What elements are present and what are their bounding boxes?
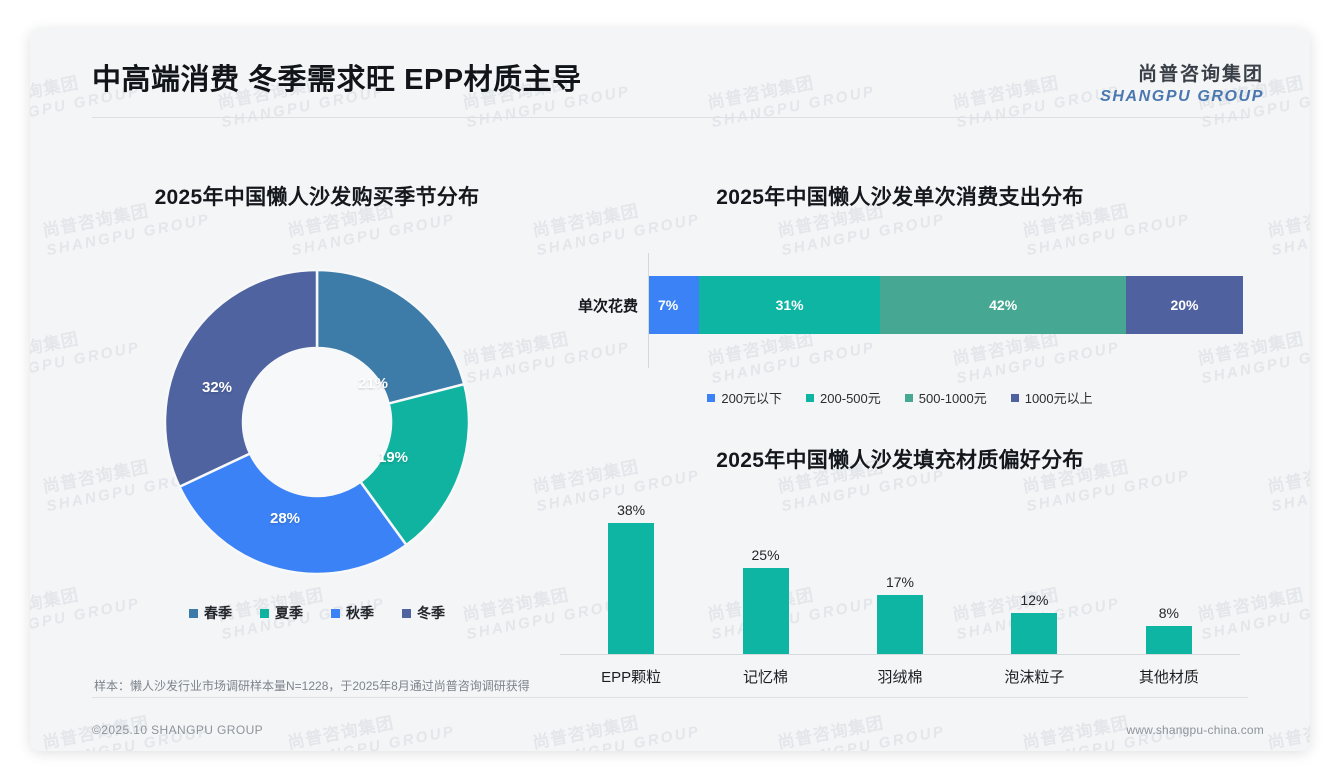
bar-rect-memory-foam bbox=[742, 568, 789, 654]
logo-english-text: SHANGPU GROUP bbox=[1100, 88, 1264, 105]
donut-svg bbox=[163, 268, 471, 576]
bar-category-epp: EPP颗粒 bbox=[601, 669, 662, 686]
donut-slice-spring[interactable] bbox=[315, 268, 466, 406]
donut-label-summer: 19% bbox=[378, 449, 409, 466]
bar-value-other: 8% bbox=[1158, 605, 1179, 621]
legend-swatch-spring bbox=[189, 608, 198, 618]
legend-label-winter: 冬季 bbox=[417, 605, 445, 621]
bar-value-down-cotton: 17% bbox=[885, 574, 914, 590]
legend-label-200-500: 200-500元 bbox=[820, 391, 881, 406]
legend-swatch-winter bbox=[402, 608, 411, 618]
season-chart-title: 2025年中国懒人沙发购买季节分布 bbox=[154, 186, 480, 209]
material-category-labels: EPP颗粒 记忆棉 羽绒棉 泡沫粒子 其他材质 bbox=[550, 666, 1250, 687]
bar-col-epp[interactable]: 38% bbox=[568, 500, 694, 654]
legend-item-autumn[interactable]: 秋季 bbox=[331, 603, 374, 623]
legend-label-500-1000: 500-1000元 bbox=[918, 391, 987, 406]
slide-canvas: 尚普咨询集团 SHANGPU GROUP 尚普咨询集团 SHANGPU GROUP 尚普… bbox=[30, 29, 1310, 751]
bar-col-down-cotton[interactable]: 17% bbox=[837, 500, 963, 654]
season-chart-legend: 春季 夏季 秋季 冬季 bbox=[92, 603, 542, 623]
legend-label-under200: 200元以下 bbox=[721, 391, 783, 406]
material-baseline-axis bbox=[560, 654, 1240, 655]
legend-item-winter[interactable]: 冬季 bbox=[402, 603, 445, 623]
legend-label-summer: 夏季 bbox=[275, 605, 303, 621]
season-distribution-chart: 2025年中国懒人沙发购买季节分布 21% 19% 28% 32% 春季 夏季 … bbox=[92, 181, 542, 681]
bar-col-memory-foam[interactable]: 25% bbox=[702, 500, 828, 654]
bar-value-foam-particles: 12% bbox=[1020, 592, 1049, 608]
stacked-bar: 7% 31% 42% 20% bbox=[649, 276, 1243, 334]
stack-segment-over1000[interactable]: 20% bbox=[1126, 276, 1243, 334]
legend-item-500-1000[interactable]: 500-1000元 bbox=[904, 388, 987, 407]
stack-segment-value-3: 42% bbox=[989, 297, 1018, 313]
stack-segment-under200[interactable]: 7% bbox=[649, 276, 699, 334]
legend-item-under200[interactable]: 200元以下 bbox=[707, 388, 782, 407]
bar-category-other: 其他材质 bbox=[1138, 669, 1199, 686]
donut-chart: 21% 19% 28% 32% bbox=[162, 267, 472, 577]
bar-rect-down-cotton bbox=[876, 595, 923, 654]
legend-label-over1000: 1000元以上 bbox=[1024, 391, 1093, 406]
bar-col-foam-particles[interactable]: 12% bbox=[971, 500, 1097, 654]
footnote-divider bbox=[92, 697, 1248, 698]
legend-swatch-200-500 bbox=[806, 393, 815, 402]
material-chart-title: 2025年中国懒人沙发填充材质偏好分布 bbox=[716, 449, 1084, 472]
header-divider bbox=[92, 117, 1248, 118]
legend-swatch-500-1000 bbox=[904, 393, 913, 402]
slide-header: 中高端消费 冬季需求旺 EPP材质主导 尚普咨询集团 SHANGPU GROUP bbox=[30, 29, 1310, 124]
stacked-category-label: 单次花费 bbox=[577, 298, 638, 315]
donut-label-spring: 21% bbox=[358, 375, 389, 392]
sample-footnote: 样本：懒人沙发行业市场调研样本量N=1228，于2025年8月通过尚普咨询调研获… bbox=[94, 679, 530, 693]
legend-swatch-under200 bbox=[707, 393, 716, 402]
bar-value-epp: 38% bbox=[617, 502, 646, 518]
spend-distribution-chart: 2025年中国懒人沙发单次消费支出分布 单次花费 7% 31% 42% 20% bbox=[550, 181, 1250, 431]
legend-item-200-500[interactable]: 200-500元 bbox=[806, 388, 881, 407]
bar-rect-foam-particles bbox=[1011, 613, 1058, 654]
donut-slice-winter[interactable] bbox=[163, 268, 319, 489]
legend-label-spring: 春季 bbox=[204, 605, 232, 621]
material-bars-row: 38% 25% 17% 12% 8% bbox=[568, 500, 1232, 654]
stack-segment-200-500[interactable]: 31% bbox=[698, 276, 881, 334]
legend-item-spring[interactable]: 春季 bbox=[189, 603, 232, 623]
stacked-bar-plot: 单次花费 7% 31% 42% 20% bbox=[550, 253, 1250, 368]
spend-chart-legend: 200元以下 200-500元 500-1000元 1000元以上 bbox=[550, 388, 1250, 407]
donut-label-winter: 32% bbox=[202, 379, 233, 396]
legend-item-summer[interactable]: 夏季 bbox=[260, 603, 303, 623]
logo-chinese-text: 尚普咨询集团 bbox=[1137, 64, 1264, 85]
bar-category-down-cotton: 羽绒棉 bbox=[877, 669, 923, 686]
stacked-axis-line bbox=[648, 253, 649, 368]
material-preference-chart: 2025年中国懒人沙发填充材质偏好分布 38% 25% 17% 12% bbox=[550, 444, 1250, 704]
legend-label-autumn: 秋季 bbox=[346, 605, 374, 621]
legend-item-over1000[interactable]: 1000元以上 bbox=[1010, 388, 1093, 407]
bar-category-foam-particles: 泡沫粒子 bbox=[1004, 669, 1065, 686]
bar-col-other[interactable]: 8% bbox=[1106, 500, 1232, 654]
legend-swatch-summer bbox=[260, 608, 269, 618]
donut-label-autumn: 28% bbox=[270, 510, 301, 527]
footer-copyright: ©2025.10 SHANGPU GROUP bbox=[92, 723, 264, 737]
slide-footer: ©2025.10 SHANGPU GROUP www.shangpu-china… bbox=[30, 713, 1310, 751]
page-title: 中高端消费 冬季需求旺 EPP材质主导 bbox=[92, 64, 582, 96]
legend-swatch-over1000 bbox=[1010, 393, 1019, 402]
bar-rect-other bbox=[1145, 626, 1192, 654]
donut-slice-autumn[interactable] bbox=[177, 451, 409, 576]
stack-segment-500-1000[interactable]: 42% bbox=[880, 276, 1126, 334]
footer-website[interactable]: www.shangpu-china.com bbox=[1126, 723, 1264, 737]
brand-logo: 尚普咨询集团 SHANGPU GROUP bbox=[1100, 59, 1264, 106]
legend-swatch-autumn bbox=[331, 608, 340, 618]
stack-segment-value-1: 7% bbox=[658, 297, 679, 313]
spend-chart-title: 2025年中国懒人沙发单次消费支出分布 bbox=[716, 186, 1084, 209]
material-bars-plot: 38% 25% 17% 12% 8% bbox=[550, 500, 1250, 655]
bar-category-memory-foam: 记忆棉 bbox=[743, 669, 789, 686]
donut-slice-summer[interactable] bbox=[358, 382, 471, 547]
bar-value-memory-foam: 25% bbox=[751, 547, 780, 563]
donut-hole bbox=[244, 349, 390, 495]
bar-rect-epp bbox=[608, 523, 655, 654]
stack-segment-value-2: 31% bbox=[775, 297, 804, 313]
stack-segment-value-4: 20% bbox=[1170, 297, 1199, 313]
